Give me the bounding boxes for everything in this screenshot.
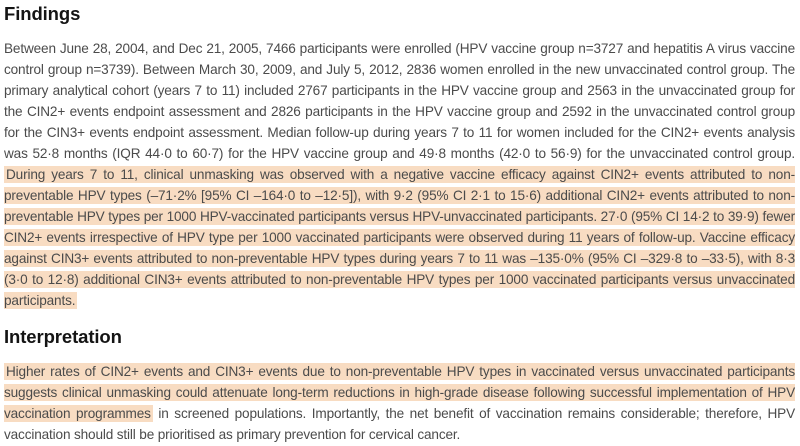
findings-plain-text: Between June 28, 2004, and Dec 21, 2005,…: [4, 41, 795, 162]
interpretation-heading: Interpretation: [4, 326, 122, 348]
findings-highlighted-text: During years 7 to 11, clinical unmasking…: [4, 166, 795, 310]
interpretation-paragraph: Higher rates of CIN2+ events and CIN3+ e…: [4, 361, 795, 445]
findings-paragraph: Between June 28, 2004, and Dec 21, 2005,…: [4, 38, 795, 311]
findings-heading: Findings: [4, 3, 81, 24]
interpretation-highlighted-text: Higher rates of CIN2+ events and CIN3+ e…: [4, 363, 795, 423]
interpretation-plain-text: in screened populations. Importantly, th…: [4, 406, 795, 443]
findings-section: Findings Between June 28, 2004, and Dec …: [4, 3, 795, 311]
interpretation-section: Interpretation Higher rates of CIN2+ eve…: [4, 326, 795, 445]
